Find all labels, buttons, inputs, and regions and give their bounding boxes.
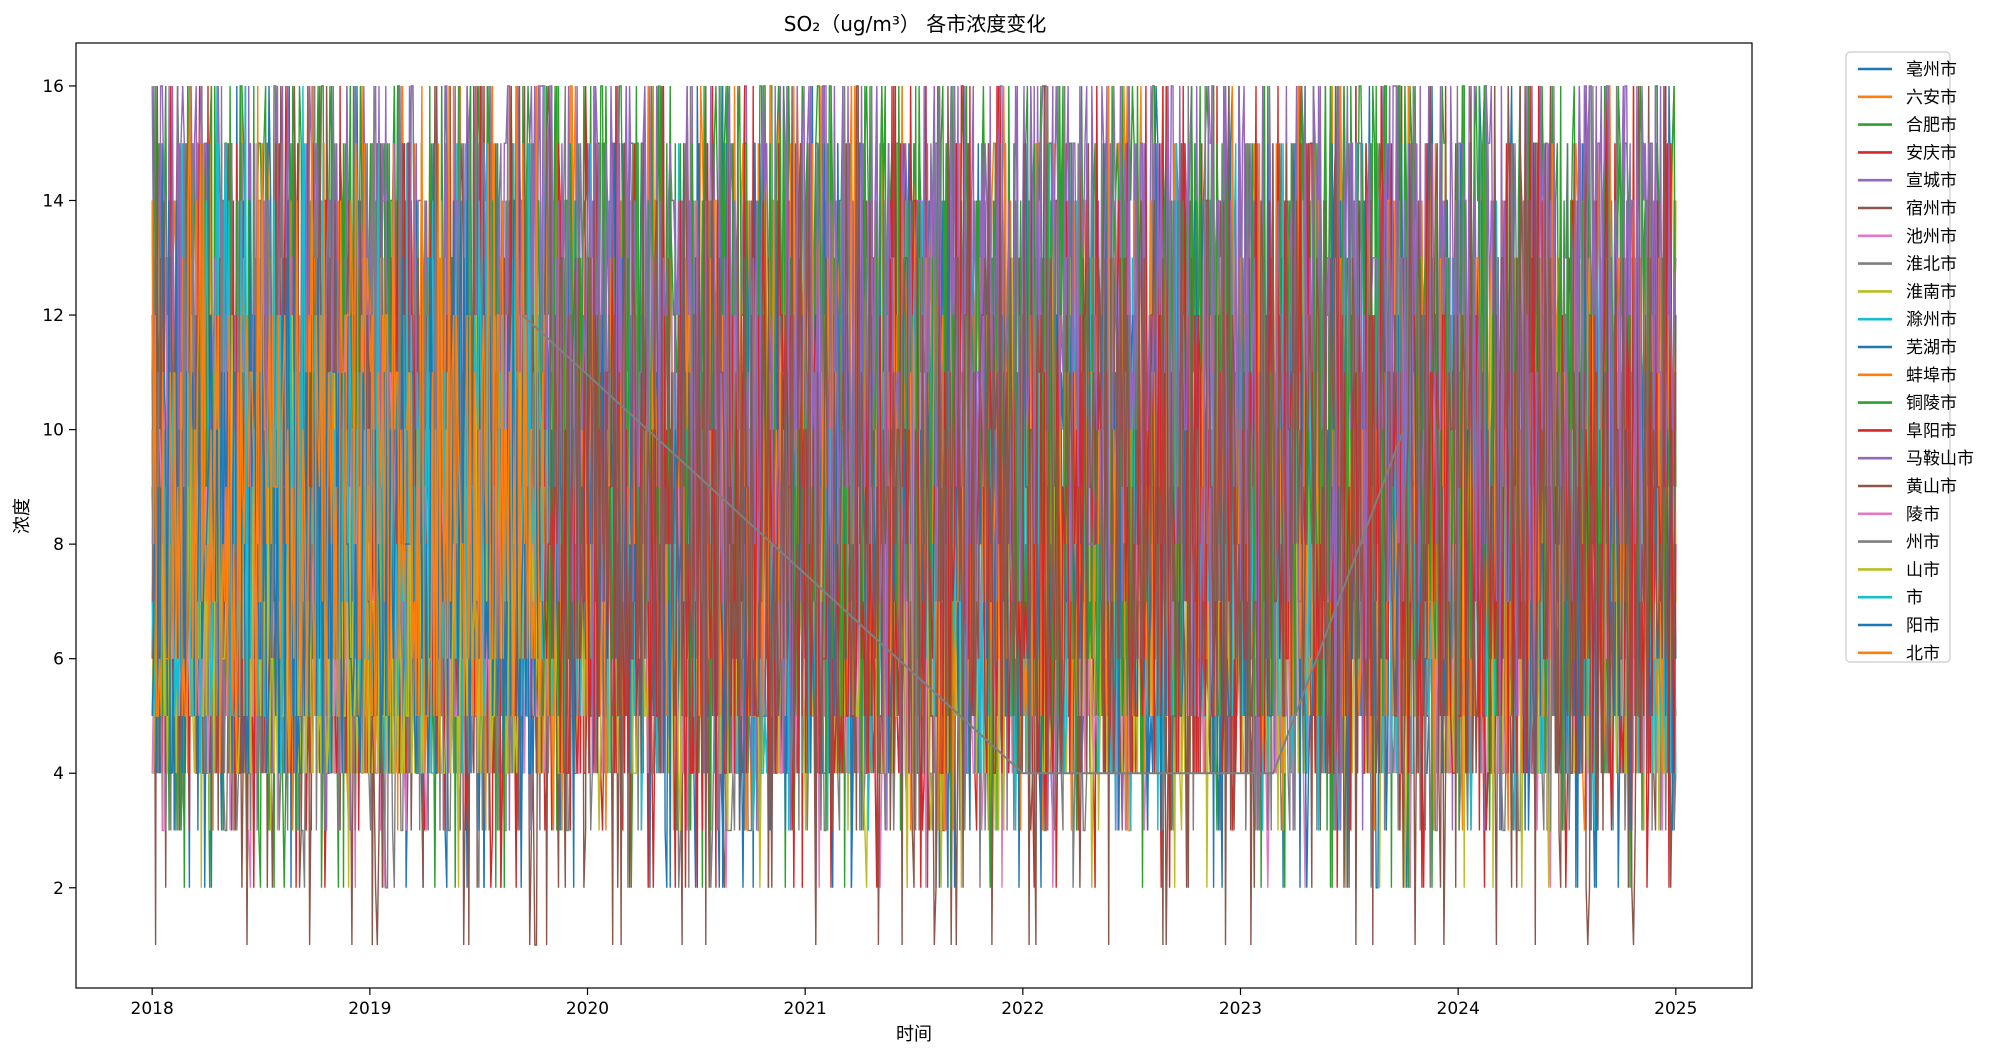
y-tick-label: 16 (42, 77, 64, 97)
legend-entry-label: 陵市 (1906, 505, 1940, 525)
series-line-14 (151, 85, 1677, 888)
series-line-20 (151, 85, 545, 774)
plot-area (75, 42, 1753, 989)
legend-entry-label: 六安市 (1906, 88, 1957, 108)
x-tick-label: 2021 (784, 999, 827, 1019)
x-tick-label: 2018 (131, 999, 174, 1019)
x-tick-label: 2022 (1001, 999, 1044, 1019)
legend-entry-label: 淮南市 (1906, 282, 1957, 302)
y-axis-label: 浓度 (12, 498, 33, 534)
legend-entry-label: 黄山市 (1906, 477, 1957, 497)
x-tick-label: 2025 (1654, 999, 1697, 1019)
legend-entry-label: 北市 (1906, 644, 1940, 664)
legend-entry-label: 芜湖市 (1906, 338, 1957, 358)
legend-frame (1845, 51, 1951, 663)
y-tick-label: 4 (53, 764, 64, 784)
legend-entry-label: 池州市 (1906, 227, 1957, 247)
x-axis-label: 时间 (896, 1024, 932, 1045)
legend-entry-label: 宣城市 (1906, 171, 1957, 191)
legend-entry-label: 阜阳市 (1906, 421, 1957, 441)
legend-entry-label: 亳州市 (1906, 60, 1957, 80)
plot-frame (75, 42, 1753, 989)
legend-entry-label: 滁州市 (1906, 310, 1957, 330)
legend-entry-label: 阳市 (1906, 616, 1940, 636)
legend-entry-label: 州市 (1906, 533, 1940, 553)
series-line-22 (151, 85, 545, 774)
y-axis: 2 4 6 8 10 12 14 16 (42, 77, 76, 899)
chart-title: SO₂（ug/m³） 各市浓度变化 (784, 12, 1046, 36)
y-tick-label: 8 (53, 535, 64, 555)
legend-entry-label: 淮北市 (1906, 255, 1957, 275)
interpolated-segment-1 (521, 314, 1405, 775)
legend-entry-label: 马鞍山市 (1906, 449, 1974, 469)
y-tick-label: 10 (42, 421, 64, 441)
y-tick-label: 12 (42, 306, 64, 326)
y-tick-label: 6 (53, 650, 64, 670)
x-tick-label: 2020 (566, 999, 609, 1019)
x-tick-label: 2019 (348, 999, 391, 1019)
legend-entry-label: 市 (1906, 588, 1923, 608)
legend-entry-label: 蚌埠市 (1906, 366, 1957, 386)
legend-items: 亳州市六安市合肥市安庆市宣城市宿州市池州市淮北市淮南市滁州市芜湖市蚌埠市铜陵市阜… (1858, 60, 1974, 664)
legend-entry-label: 安庆市 (1906, 143, 1957, 163)
series-line-21 (151, 199, 545, 774)
x-tick-label: 2023 (1219, 999, 1262, 1019)
legend-entry-label: 铜陵市 (1906, 394, 1957, 414)
series-layer (151, 85, 1677, 946)
x-tick-label: 2024 (1437, 999, 1480, 1019)
legend-entry-label: 宿州市 (1906, 199, 1957, 219)
y-tick-label: 14 (42, 192, 64, 212)
legend-entry-label: 山市 (1906, 560, 1940, 580)
y-tick-label: 2 (53, 879, 64, 899)
annotation-layer (521, 314, 1405, 775)
legend: 亳州市六安市合肥市安庆市宣城市宿州市池州市淮北市淮南市滁州市芜湖市蚌埠市铜陵市阜… (1845, 51, 1974, 664)
legend-entry-label: 合肥市 (1906, 116, 1957, 136)
x-axis: 2018 2019 2020 2021 2022 2023 2024 2025 (131, 988, 1697, 1019)
